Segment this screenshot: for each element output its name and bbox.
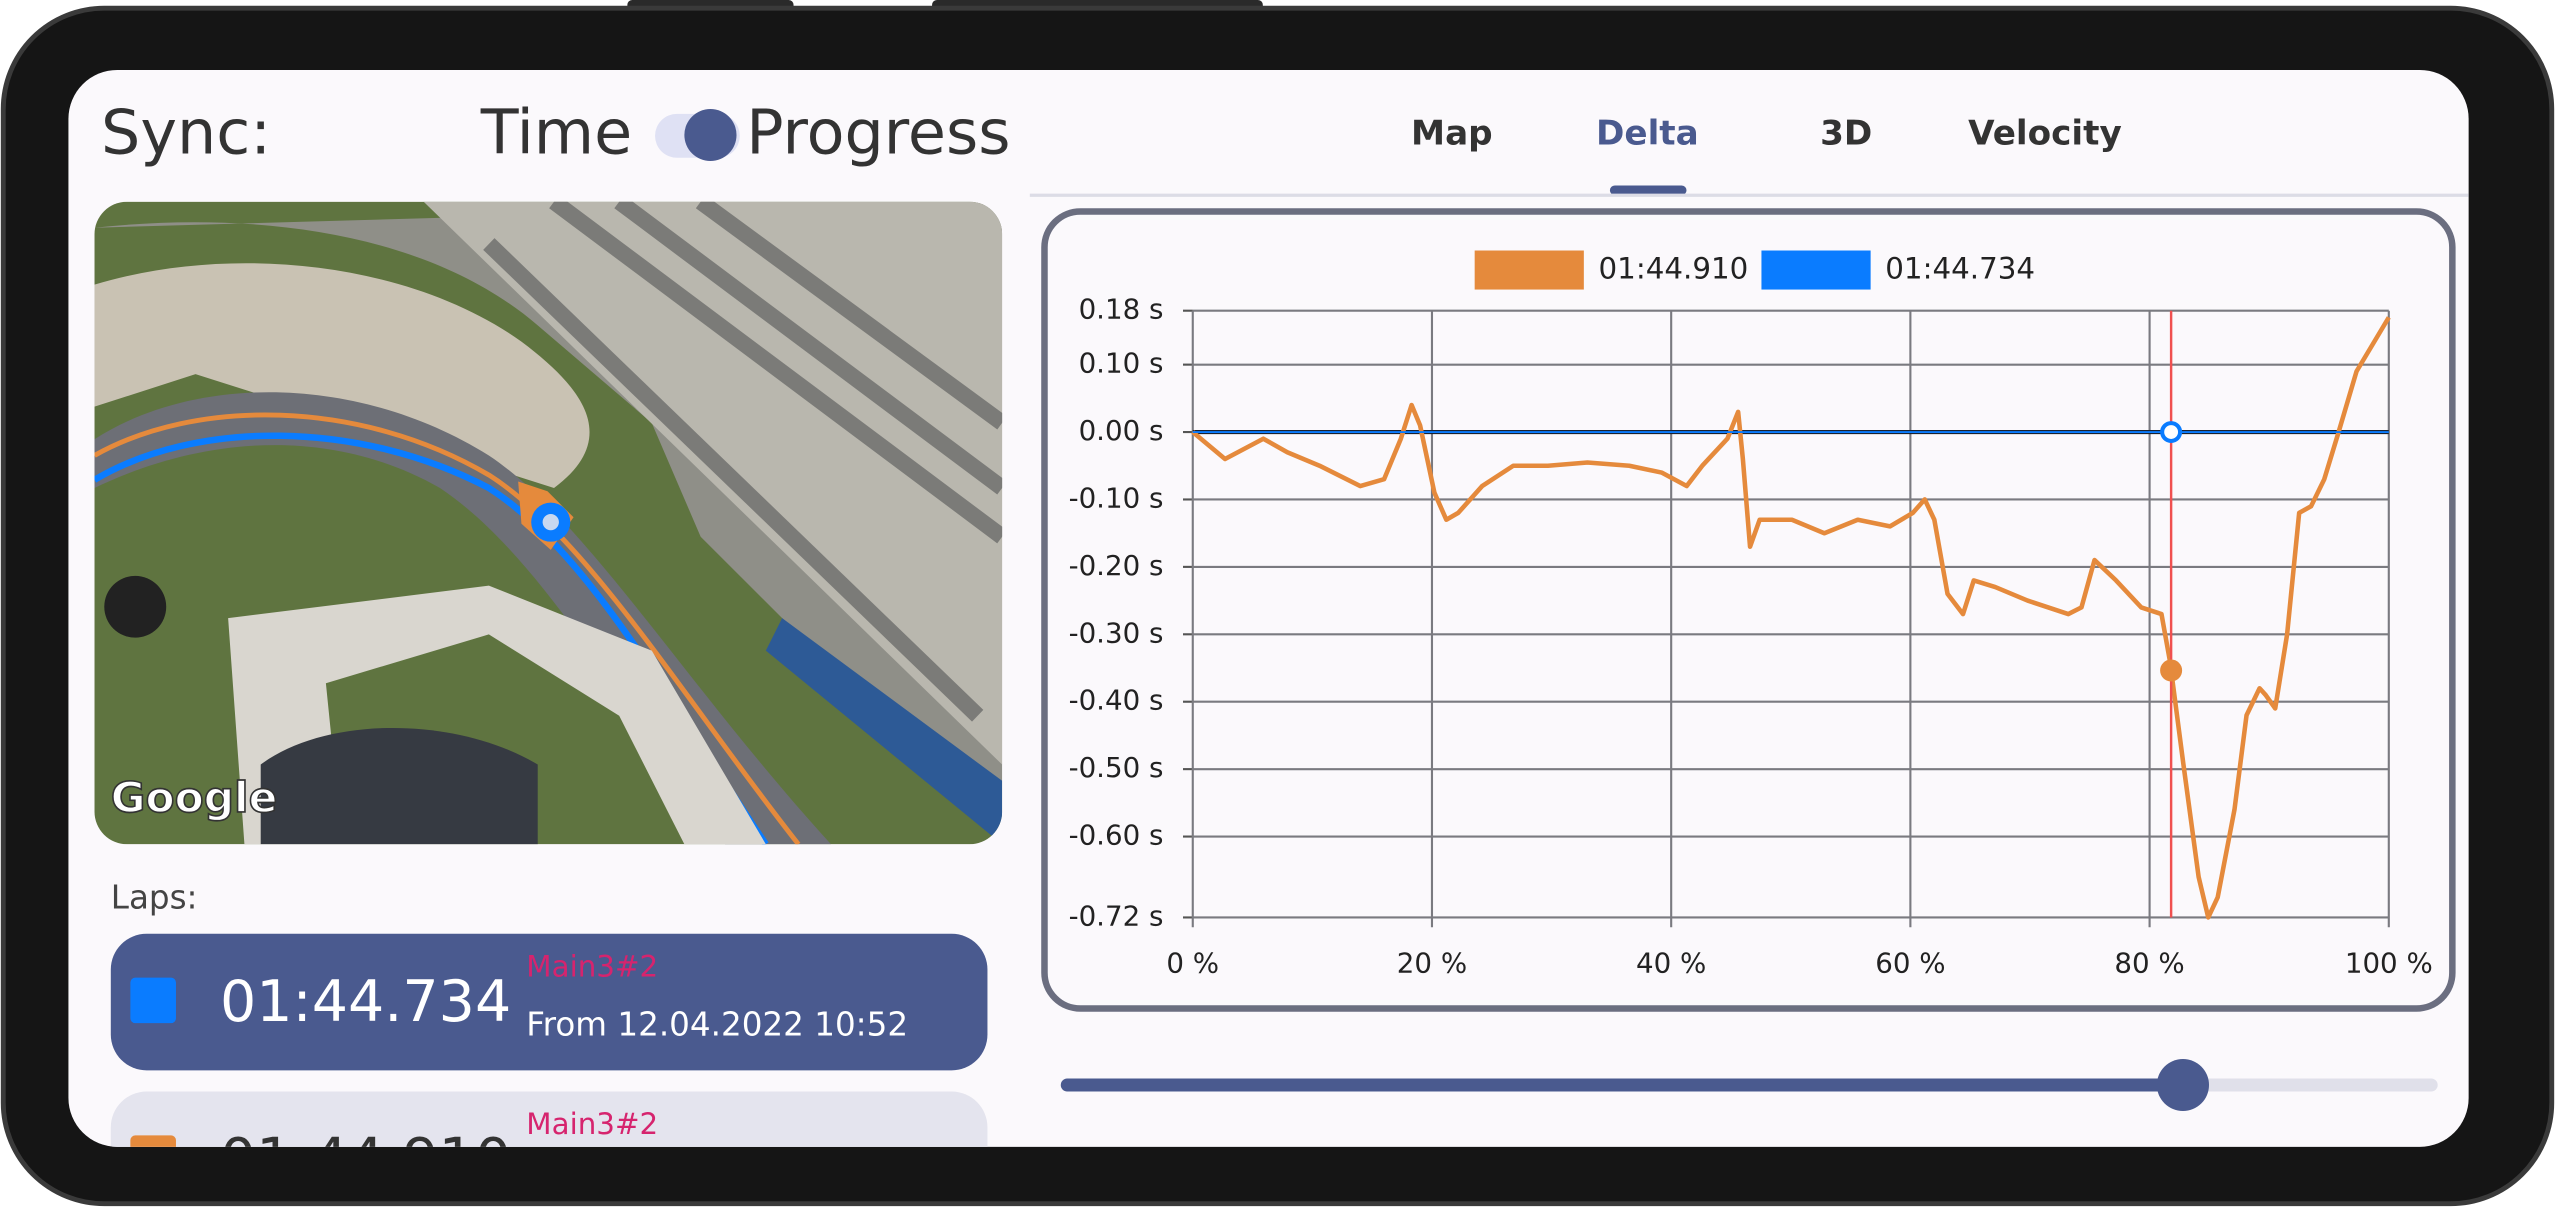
y-tick-label: -0.20 s <box>1069 549 1164 582</box>
series-line <box>1191 316 2391 920</box>
y-tick-label: -0.10 s <box>1069 481 1164 514</box>
lap-list: 01:44.734 Main3#2 From 12.04.2022 10:52 01:… <box>110 933 988 1207</box>
lap-session: Main3#2 <box>526 949 658 983</box>
camera-cutout <box>104 575 167 638</box>
tab[interactable]: Delta <box>1596 114 1699 154</box>
app: Sync: Time Progress Map Delta 3D Velocity G… <box>94 97 2469 1207</box>
tab[interactable]: Map <box>1411 114 1493 154</box>
map-paddock <box>228 585 766 845</box>
progress-label[interactable]: Progress <box>746 97 1010 169</box>
map-barrier <box>765 618 1003 845</box>
y-tick-label: 0.00 s <box>1079 414 1164 447</box>
x-tick-label: 0 % <box>1166 947 1219 980</box>
x-tick-label: 80 % <box>2114 947 2184 980</box>
lap-card[interactable] <box>110 933 988 1071</box>
cursor-point <box>2160 659 2183 682</box>
y-tick-label: -0.40 s <box>1069 684 1164 717</box>
y-tick-label: -0.50 s <box>1069 751 1164 784</box>
map-lap-trace <box>94 412 801 845</box>
lap-time: 01:44.734 <box>220 969 511 1035</box>
lap-card[interactable] <box>110 1091 988 1207</box>
tab[interactable]: Velocity <box>1968 114 2122 154</box>
map[interactable]: Google <box>94 201 1003 845</box>
lap-start: From 12.04.2022 10:52 <box>526 1005 908 1043</box>
slider-thumb[interactable] <box>2156 1058 2210 1112</box>
time-label[interactable]: Time <box>480 97 633 169</box>
tab[interactable]: 3D <box>1820 114 1872 154</box>
map-grandstand <box>423 201 1003 765</box>
y-tick-label: 0.18 s <box>1079 293 1164 326</box>
sync-label: Sync: <box>101 97 271 169</box>
map-attribution: Google <box>111 773 278 822</box>
map-runoff <box>94 263 590 489</box>
legend-label: 01:44.734 <box>1885 252 2035 286</box>
legend-label: 01:44.910 <box>1599 252 1749 286</box>
delta-chart: 0.18 s 0.10 s 0.00 s -0.10 s -0.20 s -0.30 s -… <box>1069 250 2433 980</box>
lap-color <box>130 977 176 1024</box>
y-tick-label: -0.30 s <box>1069 616 1164 649</box>
legend-swatch <box>1761 250 1871 290</box>
toggle-thumb[interactable] <box>684 108 737 162</box>
x-tick-label: 60 % <box>1875 947 1945 980</box>
x-tick-label: 100 % <box>2345 947 2433 980</box>
lap-time: 01:44.910 <box>220 1127 511 1193</box>
tab-bar: Map Delta 3D Velocity <box>1411 114 2122 196</box>
x-tick-label: 20 % <box>1397 947 1467 980</box>
laps-label: Laps: <box>111 879 198 917</box>
x-tick-label: 40 % <box>1636 947 1706 980</box>
chart-frame <box>1041 208 2456 1012</box>
map-stand-row <box>483 201 1003 722</box>
legend-swatch <box>1474 250 1584 290</box>
map-kart-track <box>260 727 538 845</box>
progress-slider[interactable] <box>1060 1058 2438 1112</box>
y-tick-label: -0.60 s <box>1069 819 1164 852</box>
lap-session: Main3#2 <box>526 1107 658 1141</box>
cursor-point <box>2160 421 2183 444</box>
y-tick-label: -0.72 s <box>1069 899 1164 932</box>
y-tick-label: 0.10 s <box>1079 347 1164 380</box>
map-car-marker <box>542 514 559 531</box>
tab-indicator <box>1609 185 1687 196</box>
